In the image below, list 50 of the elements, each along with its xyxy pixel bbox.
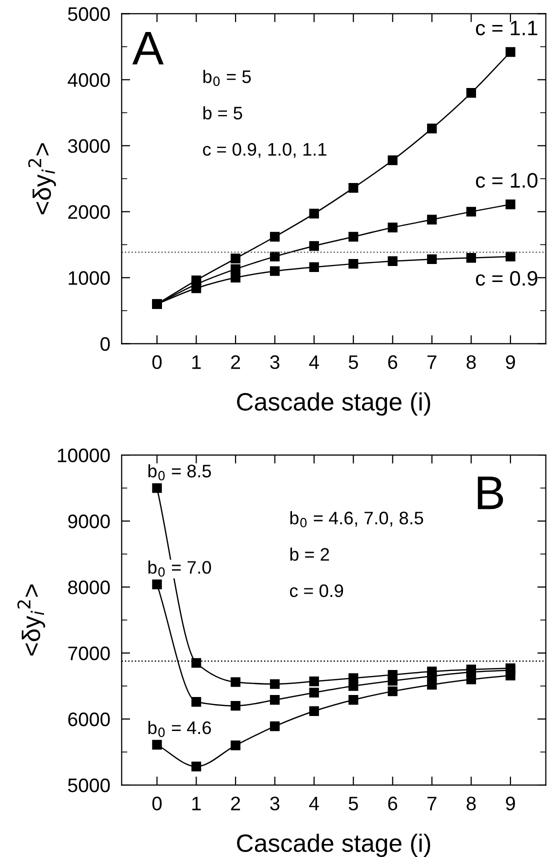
- x-tick-label: 4: [309, 796, 319, 810]
- x-tick-label: 9: [506, 796, 515, 810]
- y-tick-label: 9000: [68, 514, 110, 528]
- legend-label: c = 1.1: [476, 20, 538, 36]
- y-tick-label: 0: [100, 337, 110, 351]
- annotation: c = 0.9, 1.0, 1.1: [203, 142, 326, 158]
- y-tick-label: 5000: [68, 7, 110, 21]
- legend-label: b$_{0}$ = 8.5: [148, 464, 211, 480]
- annotation: b$_{0}$ = 4.6, 7.0, 8.5: [290, 511, 424, 528]
- x-tick-label: 8: [466, 355, 476, 370]
- x-tick-label: 2: [231, 355, 240, 369]
- x-tick-label: 7: [428, 355, 436, 369]
- x-tick-label: 5: [348, 355, 358, 370]
- y-tick-label: 1000: [68, 271, 110, 285]
- x-tick-label: 1: [192, 796, 201, 810]
- y-tick-label: 10000: [58, 448, 110, 462]
- y-axis-title: <δy$_{i}$$^{2}$>: [28, 143, 56, 214]
- x-tick-label: 4: [309, 355, 319, 369]
- y-tick-label: 6000: [68, 712, 110, 726]
- y-tick-label: 4000: [68, 73, 110, 87]
- annotation: A: [132, 32, 164, 64]
- x-tick-label: 8: [466, 796, 476, 810]
- annotation: b = 5: [203, 106, 242, 120]
- x-tick-label: 1: [192, 355, 201, 369]
- annotation: b = 2: [290, 548, 329, 561]
- x-tick-label: 6: [388, 796, 398, 810]
- series-label: b$_{0}$ = 7.0: [148, 560, 211, 577]
- legend-label: c = 1.0: [476, 173, 538, 188]
- y-tick-label: 3000: [68, 139, 110, 153]
- x-tick-label: 0: [152, 355, 162, 370]
- x-tick-label: 0: [152, 796, 162, 810]
- x-tick-label: 6: [388, 355, 398, 370]
- x-tick-label: 3: [270, 796, 280, 810]
- annotation: c = 0.9: [290, 584, 344, 598]
- x-axis-title: Cascade stage (i): [237, 392, 430, 416]
- annotation: b$_{0}$ = 5: [203, 70, 251, 86]
- y-tick-label: 7000: [68, 646, 110, 660]
- x-axis-title: Cascade stage (i): [237, 834, 430, 857]
- y-tick-label: 2000: [68, 205, 110, 219]
- x-tick-label: 5: [348, 796, 358, 810]
- series-label: b$_{0}$ = 4.6: [148, 720, 211, 738]
- legend-label: c = 0.9: [476, 270, 538, 286]
- x-tick-label: 3: [270, 355, 280, 370]
- annotation: B: [478, 476, 504, 510]
- y-tick-label: 8000: [68, 580, 110, 594]
- x-tick-label: 9: [506, 355, 515, 370]
- y-axis-title: <δy$_{i}$$^{2}$>: [17, 584, 46, 656]
- x-tick-label: 2: [231, 796, 240, 810]
- x-tick-label: 7: [428, 796, 436, 810]
- y-tick-label: 5000: [68, 778, 110, 792]
